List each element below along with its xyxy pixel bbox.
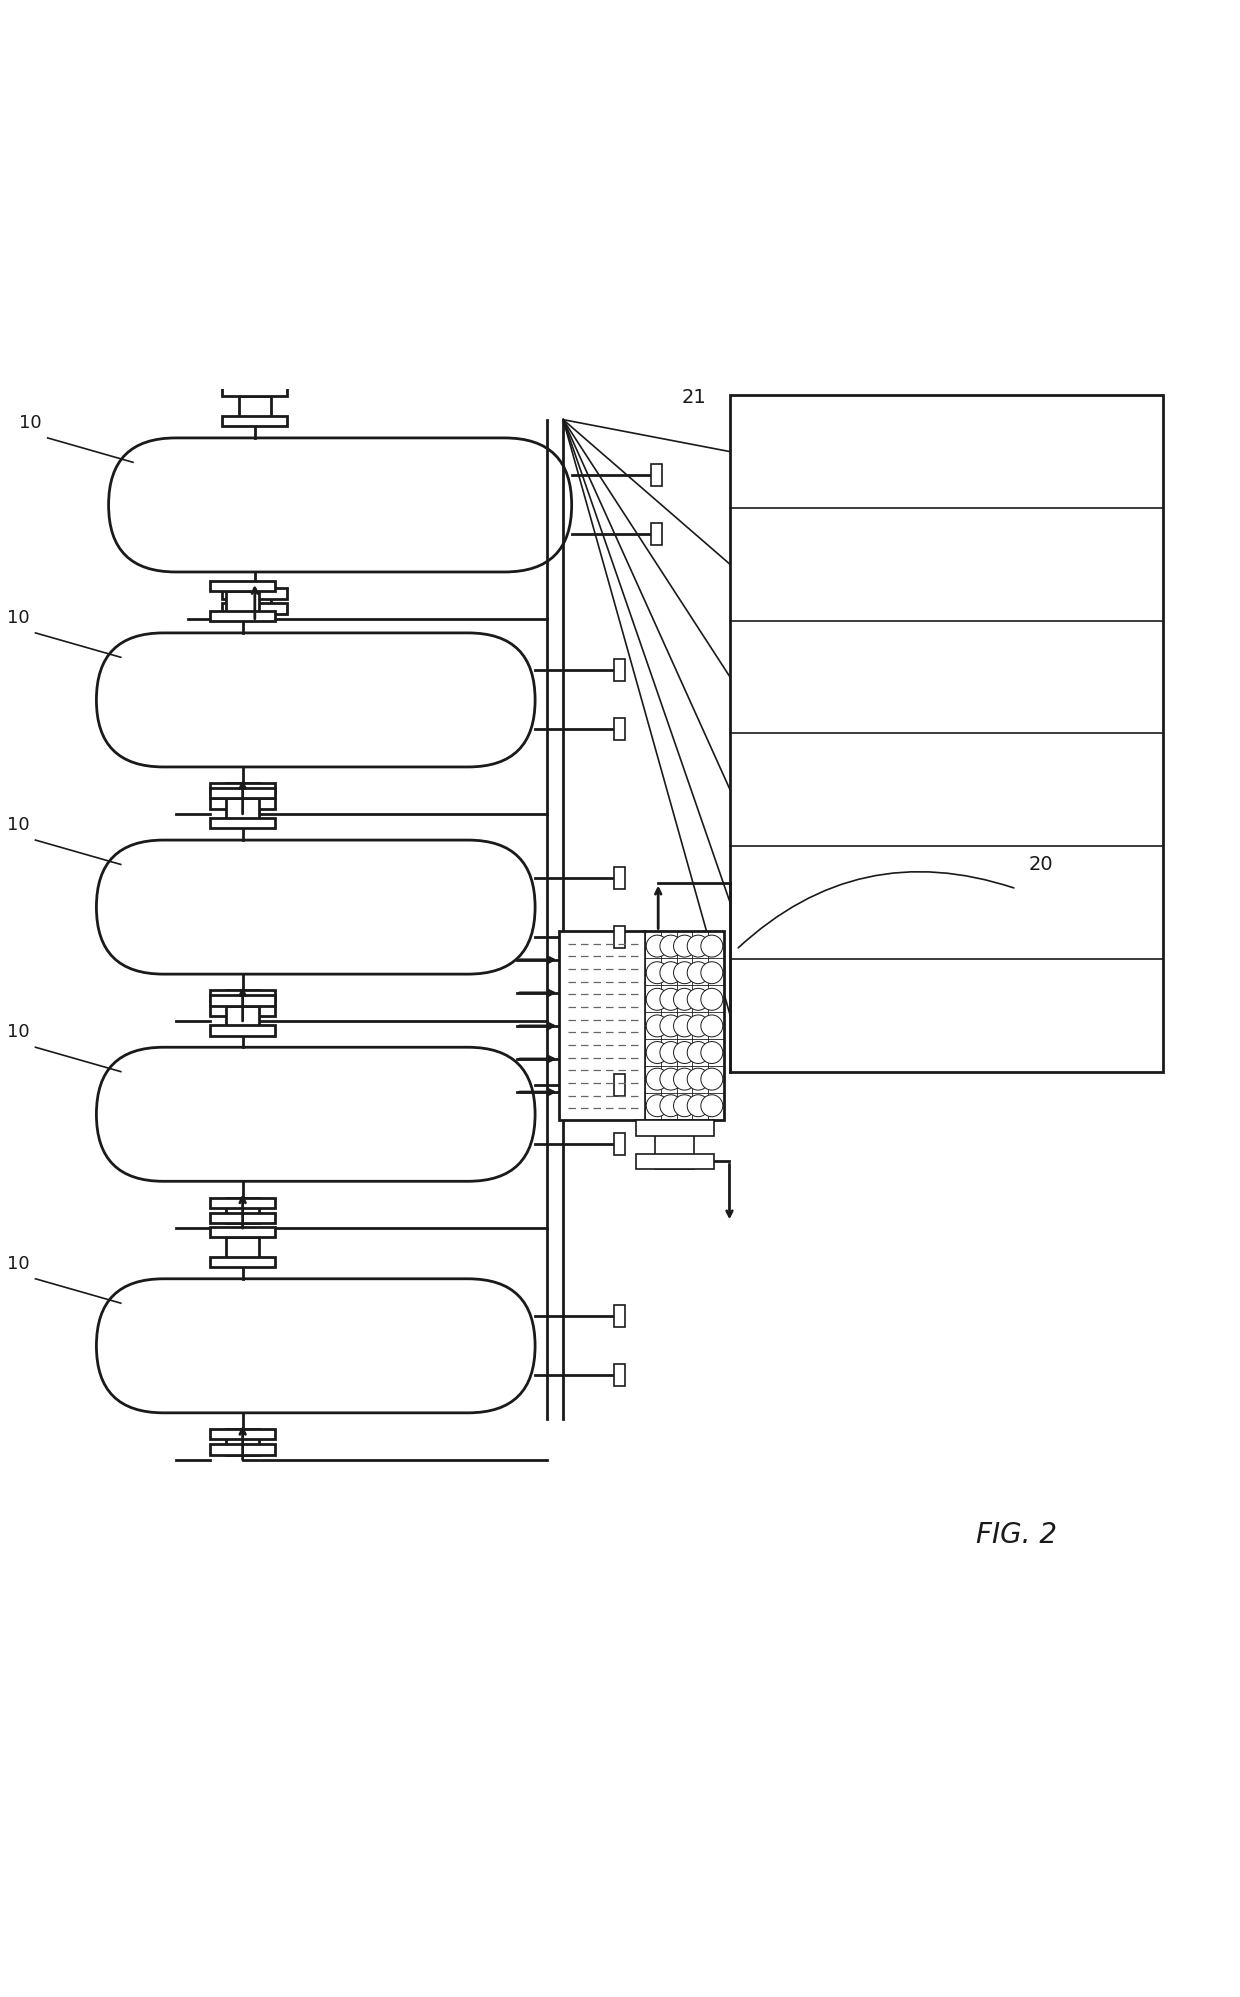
Bar	[211, 991, 275, 1000]
Bar	[614, 719, 625, 741]
Bar	[211, 1212, 275, 1222]
Bar	[211, 1430, 275, 1440]
Circle shape	[646, 935, 668, 957]
Text: 20: 20	[1029, 855, 1053, 875]
Circle shape	[660, 935, 682, 957]
Circle shape	[673, 935, 696, 957]
Text: 21: 21	[681, 389, 706, 407]
Text: 10: 10	[6, 817, 30, 835]
FancyBboxPatch shape	[109, 437, 572, 571]
Bar	[730, 395, 1163, 1072]
FancyBboxPatch shape	[97, 1278, 536, 1412]
Circle shape	[687, 1068, 709, 1090]
Bar	[211, 611, 275, 621]
Circle shape	[687, 1094, 709, 1116]
Bar	[222, 385, 288, 395]
Bar	[211, 799, 275, 809]
Bar	[211, 1226, 275, 1236]
Circle shape	[673, 1014, 696, 1036]
FancyBboxPatch shape	[97, 633, 536, 767]
Circle shape	[673, 1042, 696, 1064]
Bar	[211, 995, 275, 1006]
Circle shape	[660, 1094, 682, 1116]
Circle shape	[701, 1068, 723, 1090]
Circle shape	[701, 963, 723, 985]
Bar	[227, 1198, 259, 1222]
Bar	[222, 415, 288, 425]
Circle shape	[687, 1042, 709, 1064]
Bar	[227, 1236, 259, 1262]
Bar	[651, 523, 662, 545]
Circle shape	[660, 989, 682, 1010]
FancyBboxPatch shape	[97, 1046, 536, 1182]
Bar	[636, 1120, 714, 1136]
Bar	[227, 1006, 259, 1030]
Circle shape	[687, 1014, 709, 1036]
Circle shape	[687, 989, 709, 1010]
Circle shape	[701, 1094, 723, 1116]
Circle shape	[687, 963, 709, 985]
Text: 10: 10	[6, 1022, 30, 1040]
Circle shape	[660, 963, 682, 985]
Circle shape	[646, 1094, 668, 1116]
Bar	[211, 1256, 275, 1268]
Circle shape	[701, 1042, 723, 1064]
Bar	[211, 819, 275, 829]
Bar	[211, 1198, 275, 1208]
Bar	[651, 465, 662, 487]
Bar	[614, 1074, 625, 1096]
Circle shape	[646, 1068, 668, 1090]
Bar	[222, 603, 288, 613]
Circle shape	[660, 1068, 682, 1090]
Bar	[211, 1024, 275, 1036]
Circle shape	[646, 989, 668, 1010]
Bar	[559, 931, 724, 1120]
Bar	[211, 789, 275, 799]
Bar	[211, 581, 275, 591]
Bar	[238, 395, 272, 421]
Bar	[211, 1444, 275, 1454]
Circle shape	[646, 963, 668, 985]
Bar	[222, 589, 288, 599]
Bar	[614, 867, 625, 889]
Bar	[227, 799, 259, 825]
Bar	[614, 1132, 625, 1154]
Text: 10: 10	[6, 609, 30, 627]
Bar	[614, 1364, 625, 1386]
Circle shape	[701, 989, 723, 1010]
Bar	[614, 659, 625, 681]
Circle shape	[687, 935, 709, 957]
Circle shape	[673, 963, 696, 985]
FancyBboxPatch shape	[97, 841, 536, 975]
Bar	[227, 591, 259, 617]
Text: 10: 10	[6, 1254, 30, 1272]
Text: 10: 10	[19, 413, 42, 431]
Circle shape	[646, 1042, 668, 1064]
Circle shape	[660, 1014, 682, 1036]
Text: FIG. 2: FIG. 2	[976, 1520, 1056, 1550]
Circle shape	[673, 989, 696, 1010]
Circle shape	[701, 935, 723, 957]
Bar	[227, 991, 259, 1016]
Bar	[211, 1004, 275, 1016]
Bar	[636, 1154, 714, 1168]
Circle shape	[660, 1042, 682, 1064]
Circle shape	[701, 1014, 723, 1036]
Bar	[614, 1306, 625, 1328]
Bar	[211, 783, 275, 793]
Circle shape	[673, 1094, 696, 1116]
Bar	[227, 1430, 259, 1454]
Circle shape	[673, 1068, 696, 1090]
Bar	[227, 783, 259, 809]
Bar	[614, 927, 625, 947]
FancyArrowPatch shape	[738, 873, 1014, 949]
Bar	[238, 589, 272, 613]
Bar	[655, 1120, 694, 1168]
Circle shape	[646, 1014, 668, 1036]
